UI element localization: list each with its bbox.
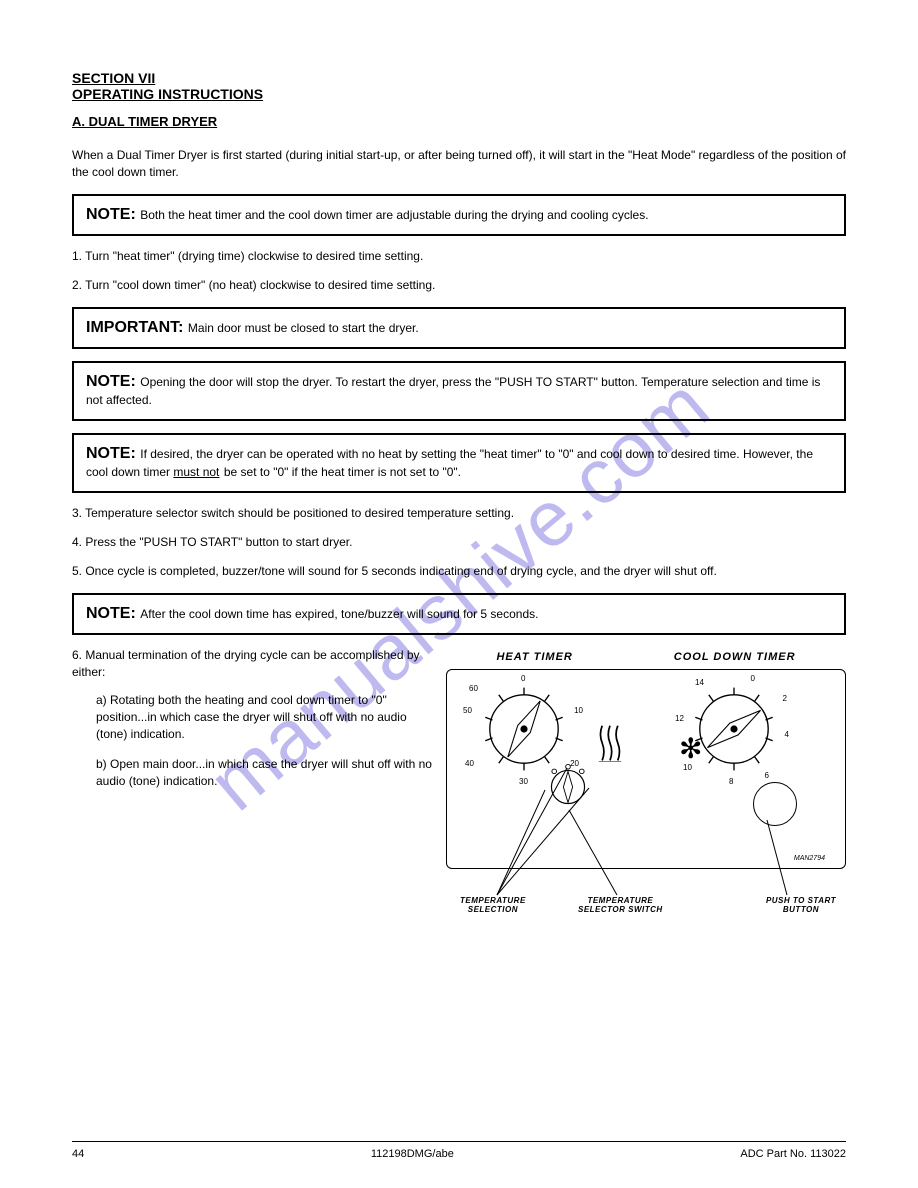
h-tick-0: 0 — [521, 674, 525, 683]
c-tick-0: 0 — [751, 674, 755, 683]
c-tick-4: 8 — [729, 777, 733, 786]
note-box-4: NOTE: If desired, the dryer can be opera… — [72, 433, 846, 493]
h-tick-5: 50 — [463, 706, 472, 715]
push-to-start-button — [753, 782, 797, 826]
step-5: 5. Once cycle is completed, buzzer/tone … — [72, 563, 846, 580]
panel-box: 0 10 20 30 40 50 60 — [446, 669, 846, 869]
important-box: IMPORTANT: Main door must be closed to s… — [72, 307, 846, 349]
note1-label: NOTE: — [86, 206, 136, 223]
note1-text: Both the heat timer and the cool down ti… — [140, 208, 648, 222]
c-tick-1: 2 — [783, 694, 787, 703]
note-box-1: NOTE: Both the heat timer and the cool d… — [72, 194, 846, 236]
h-tick-4: 40 — [465, 759, 474, 768]
step-6: 6. Manual termination of the drying cycl… — [72, 647, 434, 682]
page-content: SECTION VIIOPERATING INSTRUCTIONS A. DUA… — [0, 0, 918, 889]
cool-timer-label: COOL DOWN TIMER — [674, 651, 796, 663]
diagram-code: MAN2794 — [794, 855, 825, 862]
control-panel-diagram: HEAT TIMER COOL DOWN TIMER — [446, 651, 846, 869]
note2-text: Opening the door will stop the dryer. To… — [86, 375, 820, 407]
page-footer: 44 112198DMG/abe ADC Part No. 113022 — [72, 1141, 846, 1160]
h-tick-3: 30 — [519, 777, 528, 786]
note4-label: NOTE: — [86, 445, 136, 462]
c-tick-3: 6 — [765, 771, 769, 780]
intro-text: When a Dual Timer Dryer is first started… — [72, 147, 846, 182]
note3-text: After the cool down time has expired, to… — [140, 607, 538, 621]
c-tick-7: 14 — [695, 678, 704, 687]
note2-label: NOTE: — [86, 373, 136, 390]
note-box-2: NOTE: Opening the door will stop the dry… — [72, 361, 846, 421]
c-tick-6: 12 — [675, 714, 684, 723]
callout-push-start: PUSH TO STARTBUTTON — [766, 897, 836, 915]
step-6b: b) Open main door...in which case the dr… — [72, 756, 434, 791]
important-label: IMPORTANT: — [86, 319, 183, 336]
heat-icon — [597, 724, 623, 764]
h-tick-6: 60 — [469, 684, 478, 693]
step-4: 4. Press the "PUSH TO START" button to s… — [72, 534, 846, 551]
footer-rev: 112198DMG/abe — [371, 1148, 454, 1160]
note4-text-b: be set to "0" if the heat timer is not s… — [224, 465, 461, 479]
important-text: Main door must be closed to start the dr… — [188, 321, 419, 335]
snowflake-icon: ✻ — [679, 732, 702, 765]
callout-temp-selection: TEMPERATURESELECTION — [460, 897, 526, 915]
c-tick-2: 4 — [785, 730, 789, 739]
step-6a: a) Rotating both the heating and cool do… — [72, 692, 434, 744]
footer-page: 44 — [72, 1148, 84, 1160]
heat-timer-label: HEAT TIMER — [496, 651, 572, 663]
h-tick-1: 10 — [574, 706, 583, 715]
step-1: 1. Turn "heat timer" (drying time) clock… — [72, 248, 846, 265]
footer-doc: ADC Part No. 113022 — [740, 1148, 846, 1160]
heat-timer-knob: 0 10 20 30 40 50 60 — [479, 684, 569, 774]
callout-temp-switch: TEMPERATURESELECTOR SWITCH — [578, 897, 663, 915]
note3-label: NOTE: — [86, 605, 136, 622]
sub-title: A. DUAL TIMER DRYER — [72, 114, 846, 129]
step-3: 3. Temperature selector switch should be… — [72, 505, 846, 522]
must-not: must not — [173, 465, 219, 479]
step-2: 2. Turn "cool down timer" (no heat) cloc… — [72, 277, 846, 294]
note-box-3: NOTE: After the cool down time has expir… — [72, 593, 846, 635]
temp-selector-knob — [545, 764, 591, 810]
cool-timer-knob: 0 2 4 6 8 10 12 14 — [689, 684, 779, 774]
section-title: SECTION VIIOPERATING INSTRUCTIONS — [72, 70, 846, 102]
